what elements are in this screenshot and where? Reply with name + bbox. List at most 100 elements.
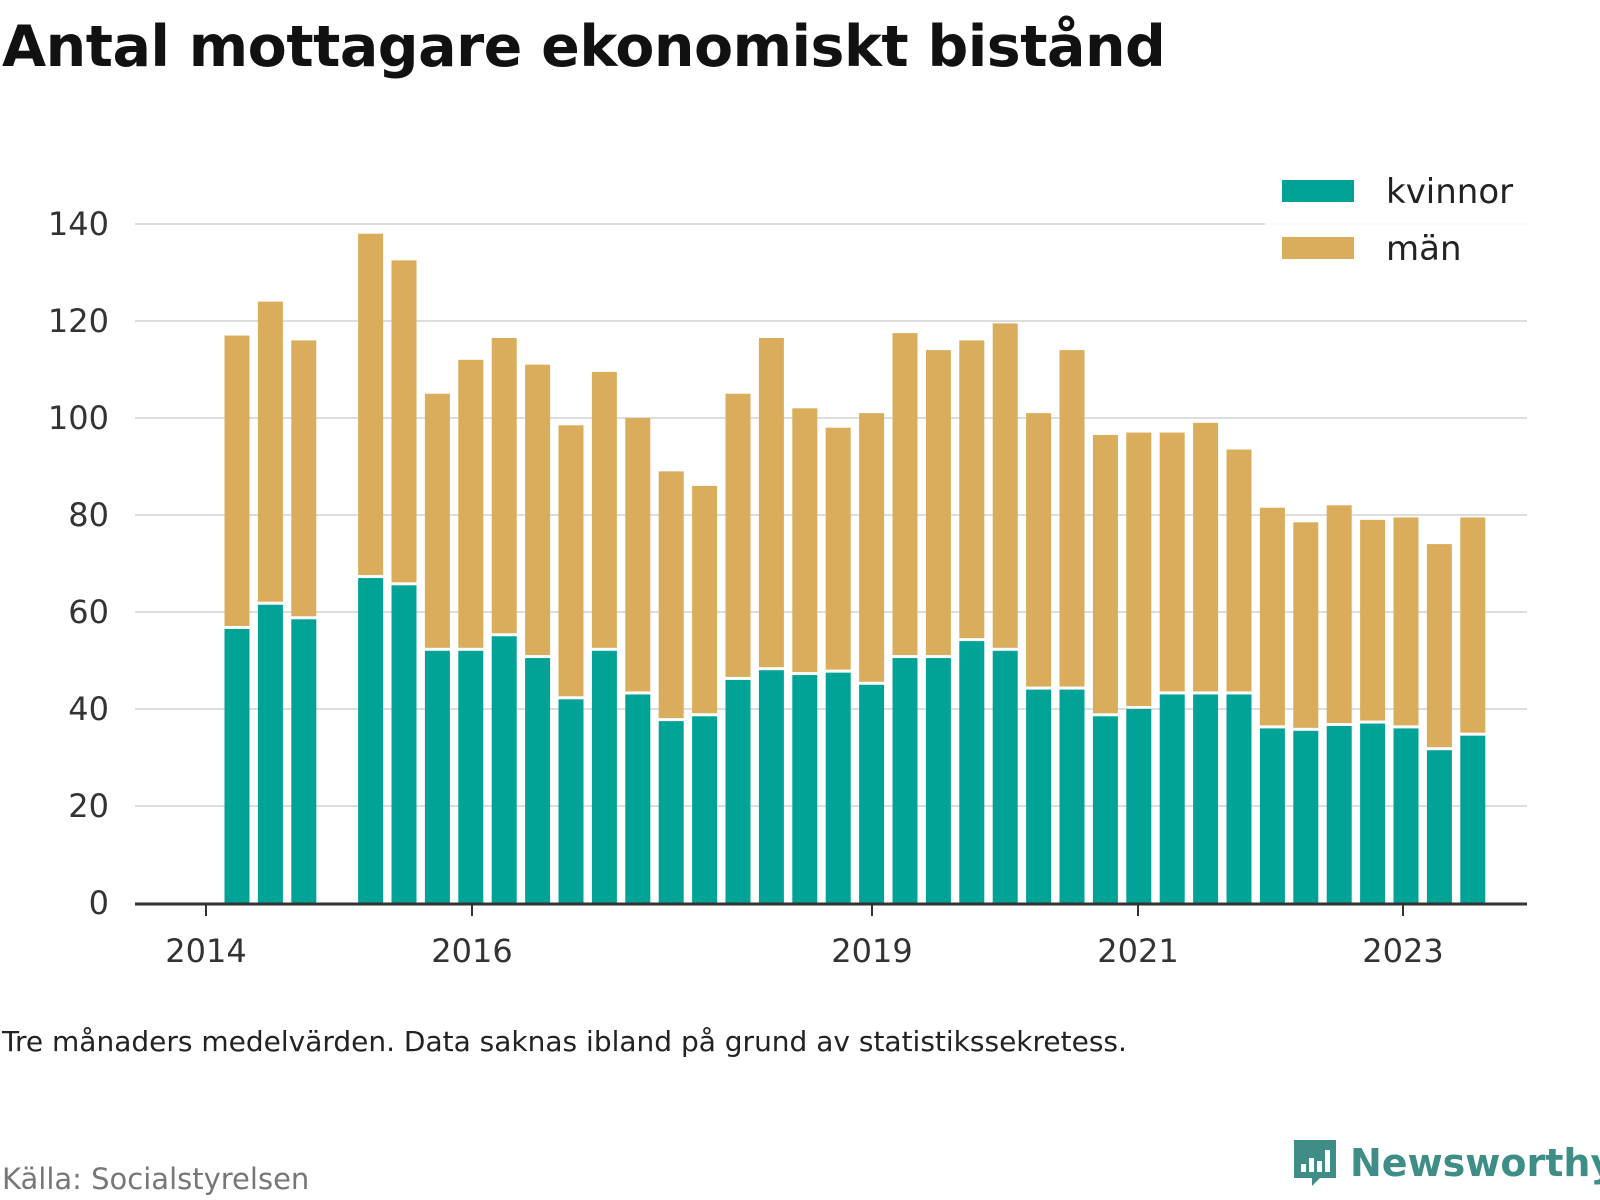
bar-man [825,427,851,670]
bar-kvinnor [1092,716,1118,903]
bar-man [725,393,751,677]
legend-swatch-man [1282,237,1354,259]
y-tick-label: 100 [48,399,109,437]
bar-kvinnor [224,628,250,903]
bar-kvinnor [1193,694,1219,903]
bar-kvinnor [959,641,985,903]
bar-man [491,337,517,634]
y-tick-label: 120 [48,302,109,340]
bar-man [1193,422,1219,692]
bar-man [458,359,484,648]
bar-kvinnor [1259,728,1285,903]
bar-man [1293,522,1319,728]
bar-kvinnor [591,650,617,903]
bar-man [1126,432,1152,706]
bar-kvinnor [1126,709,1152,903]
bar-kvinnor [358,578,384,903]
bar-kvinnor [1159,694,1185,903]
legend-swatch-kvinnor [1282,180,1354,202]
bar-man [859,413,885,682]
bar-man [658,471,684,719]
bar-man [758,337,784,668]
x-tick-labels: 2014 2016 2019 2021 2023 [165,904,1444,970]
bar-man [1426,544,1452,748]
chart-title: Antal mottagare ekonomiskt bistånd [2,14,1166,80]
bar-man [257,301,283,602]
bar-kvinnor [725,679,751,903]
x-tick-label: 2019 [831,932,912,970]
y-tick-label: 60 [68,593,109,631]
bar-man [591,371,617,648]
bar-man [992,323,1018,648]
y-tick-labels: 0 20 40 60 80 100 120 140 [48,205,109,922]
bar-kvinnor [257,604,283,903]
bar-man [1159,432,1185,692]
bar-kvinnor [625,694,651,903]
bar-man [1460,517,1486,733]
bar-man [892,333,918,656]
bars [224,233,1486,903]
bar-kvinnor [525,658,551,903]
newsworthy-logo-icon [1294,1140,1336,1186]
bar-man [625,418,651,692]
bar-kvinnor [1326,725,1352,903]
bar-man [1393,517,1419,726]
bar-kvinnor [1393,728,1419,903]
bar-kvinnor [859,684,885,903]
bar-kvinnor [558,699,584,903]
bar-man [1059,350,1085,687]
bar-kvinnor [792,675,818,903]
y-tick-label: 140 [48,205,109,243]
newsworthy-logo-text: Newsworthy [1350,1141,1600,1185]
source-label: Källa: Socialstyrelsen [2,1162,310,1196]
y-tick-label: 0 [89,884,109,922]
bar-kvinnor [692,716,718,903]
bar-kvinnor [458,650,484,903]
legend-label-kvinnor: kvinnor [1386,172,1513,212]
bar-kvinnor [491,636,517,903]
bar-kvinnor [1360,723,1386,903]
bar-man [391,260,417,583]
bar-kvinnor [1026,689,1052,903]
bar-man [1259,507,1285,726]
bar-man [692,485,718,714]
bar-kvinnor [1293,730,1319,903]
bar-man [1326,505,1352,723]
x-tick-label: 2016 [431,932,512,970]
bar-kvinnor [925,658,951,903]
bar-man [792,408,818,673]
chart-note: Tre månaders medelvärden. Data saknas ib… [2,1025,1127,1058]
bar-man [1360,519,1386,721]
bar-man [959,340,985,639]
y-tick-label: 80 [68,496,109,534]
bar-man [1092,434,1118,714]
legend-label-man: män [1386,229,1462,269]
bar-man [1226,449,1252,692]
bar-kvinnor [1426,750,1452,903]
bar-man [558,425,584,697]
bar-kvinnor [758,670,784,903]
legend: kvinnor män [1265,162,1535,287]
bar-kvinnor [1059,689,1085,903]
bar-man [224,335,250,626]
bar-kvinnor [391,585,417,903]
y-tick-label: 40 [68,690,109,728]
bar-kvinnor [1226,694,1252,903]
bar-kvinnor [291,619,317,903]
bar-man [291,340,317,617]
bar-kvinnor [424,650,450,903]
newsworthy-logo[interactable]: Newsworthy [1290,1138,1600,1188]
bar-kvinnor [658,721,684,903]
bar-kvinnor [992,650,1018,903]
bar-kvinnor [825,672,851,903]
bar-kvinnor [1460,735,1486,903]
bar-man [525,364,551,656]
bar-kvinnor [892,658,918,903]
x-tick-label: 2014 [165,932,246,970]
bar-man [358,233,384,576]
bar-man [925,350,951,656]
bar-man [1026,413,1052,687]
x-tick-label: 2023 [1362,932,1443,970]
bar-man [424,393,450,648]
